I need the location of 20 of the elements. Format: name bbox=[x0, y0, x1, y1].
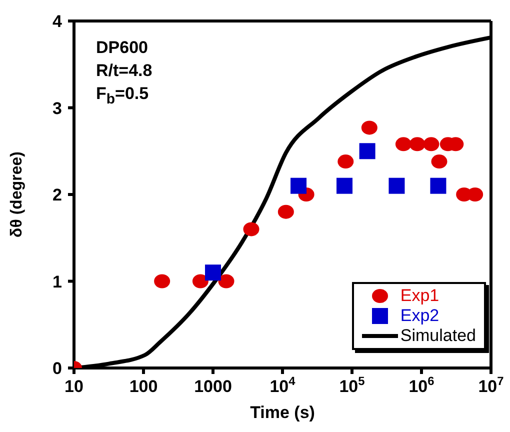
legend-label: Exp2 bbox=[400, 306, 440, 326]
y-tick-label: 3 bbox=[52, 98, 62, 118]
legend-label: Simulated bbox=[400, 326, 476, 346]
x-tick-label: 10$^{4}$ bbox=[270, 374, 296, 396]
x-tick-label: 10$^{5}$ bbox=[339, 374, 366, 396]
annotation: DP600 bbox=[96, 37, 149, 59]
annotation: R/t=4.8 bbox=[96, 60, 152, 82]
x-tick-label: 1000 bbox=[194, 377, 232, 396]
legend-label: Exp1 bbox=[400, 286, 440, 306]
y-tick-label: 2 bbox=[52, 186, 62, 204]
annotation: F$_{b}$=0.5 bbox=[96, 83, 150, 110]
x-tick-label: 10$^{6}$ bbox=[408, 374, 435, 396]
y-tick-label: 4 bbox=[52, 12, 63, 31]
x-axis-title: Time (s) bbox=[250, 403, 315, 422]
y-axis-title: δθ (degree) bbox=[8, 152, 26, 238]
x-tick-label: 10 bbox=[64, 377, 84, 396]
y-tick-label: 0 bbox=[52, 359, 62, 378]
x-tick-label: 100 bbox=[129, 377, 158, 396]
x-tick-label: 10$^{7}$ bbox=[478, 374, 504, 396]
y-tick-label: 1 bbox=[52, 272, 62, 292]
